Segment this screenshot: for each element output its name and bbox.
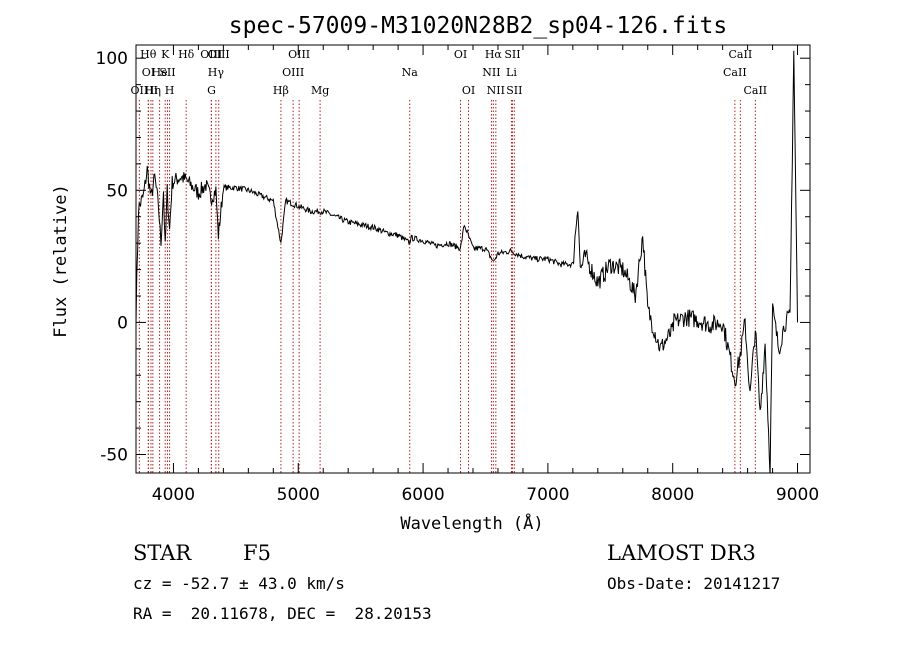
x-tick-label: 9000 — [776, 485, 819, 505]
spectral-line-label: G — [207, 84, 216, 97]
y-axis-label: Flux (relative) — [51, 184, 71, 338]
spectral-line-label: Hδ — [178, 48, 195, 61]
x-tick-label: 8000 — [651, 485, 694, 505]
x-tick-label: 4000 — [152, 485, 195, 505]
spectral-line-label: Na — [402, 66, 419, 79]
spectral-line-label: SII — [159, 66, 175, 79]
spectral-line-label: H — [165, 84, 175, 97]
spectral-line-label: Hβ — [273, 84, 289, 97]
spectral-line-label: K — [161, 48, 170, 61]
spectral-line-label: CaII — [729, 48, 753, 61]
x-axis-label: Wavelength (Å) — [400, 512, 543, 534]
y-tick-label: 100 — [96, 49, 128, 69]
x-tick-label: 5000 — [277, 485, 320, 505]
spectral-line-label: Mg — [311, 84, 329, 97]
survey-label: LAMOST DR3 — [607, 541, 756, 565]
spectral-line-label: HI — [144, 84, 158, 97]
spectral-line-label: OI — [462, 84, 475, 97]
spectral-line-label: OII — [131, 84, 149, 97]
x-tick-label: 6000 — [401, 485, 444, 505]
y-tick-label: 0 — [117, 313, 128, 333]
spectral-line-label: NII — [482, 66, 500, 79]
spectral-line-label: Hθ — [140, 48, 157, 61]
spectral-line-label: OIII — [200, 48, 222, 61]
y-tick-label: -50 — [100, 446, 128, 466]
y-tick-label: 50 — [106, 181, 128, 201]
spectral-line-label: NII — [487, 84, 505, 97]
spectral-line-label: OIII — [282, 66, 304, 79]
spectral-line-label: Hα — [485, 48, 503, 61]
spectrum-line — [136, 50, 798, 473]
spectral-line-label: CaII — [743, 84, 767, 97]
spectral-line-label: OIII — [208, 48, 230, 61]
object-type-label: STAR — [133, 541, 192, 565]
spectral-line-label: SII — [504, 48, 520, 61]
subclass-label: F5 — [243, 541, 271, 565]
x-tick-label: 7000 — [526, 485, 569, 505]
spectral-line-label: Hη — [145, 84, 161, 97]
plot-frame — [135, 44, 811, 474]
coordinates-label: RA = 20.11678, DEC = 28.20153 — [133, 604, 432, 623]
spectral-line-label: CaII — [723, 66, 747, 79]
spectral-line-label: OI — [454, 48, 467, 61]
spectral-line-label: He — [152, 66, 168, 79]
spectral-line-label: OI — [142, 66, 155, 79]
spectral-line-label: Hγ — [208, 66, 225, 79]
obs-date-label: Obs-Date: 20141217 — [607, 574, 781, 593]
redshift-label: cz = -52.7 ± 43.0 km/s — [133, 574, 345, 593]
spectral-line-label: Li — [506, 66, 517, 79]
spectral-line-label: SII — [506, 84, 522, 97]
spectral-line-label: OIII — [288, 48, 310, 61]
chart-title: spec-57009-M31020N28B2_sp04-126.fits — [229, 13, 728, 39]
